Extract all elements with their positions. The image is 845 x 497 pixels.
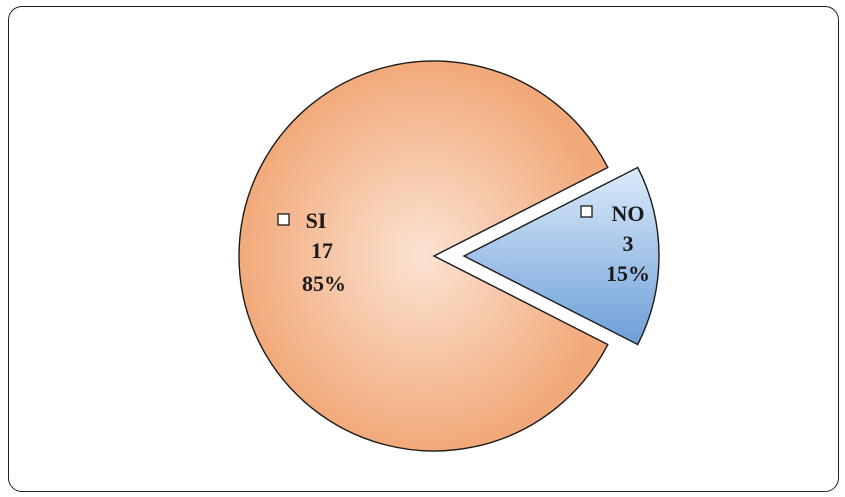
slice-no-percent-label: 15% bbox=[606, 261, 650, 286]
pie-slice-si bbox=[238, 60, 609, 452]
slice-si-category-label: SI bbox=[306, 208, 327, 233]
slice-no-count-label: 3 bbox=[623, 231, 634, 256]
slice-si-percent-label: 85% bbox=[302, 271, 346, 296]
slice-no-category-label: NO bbox=[612, 201, 645, 226]
slice-si-count-label: 17 bbox=[311, 238, 333, 263]
slice-si-legend-key bbox=[277, 213, 290, 226]
slice-no-legend-key bbox=[580, 205, 593, 218]
pie-slice-no bbox=[462, 166, 660, 346]
